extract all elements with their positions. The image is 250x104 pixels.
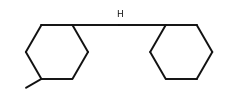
- Text: H: H: [116, 10, 122, 19]
